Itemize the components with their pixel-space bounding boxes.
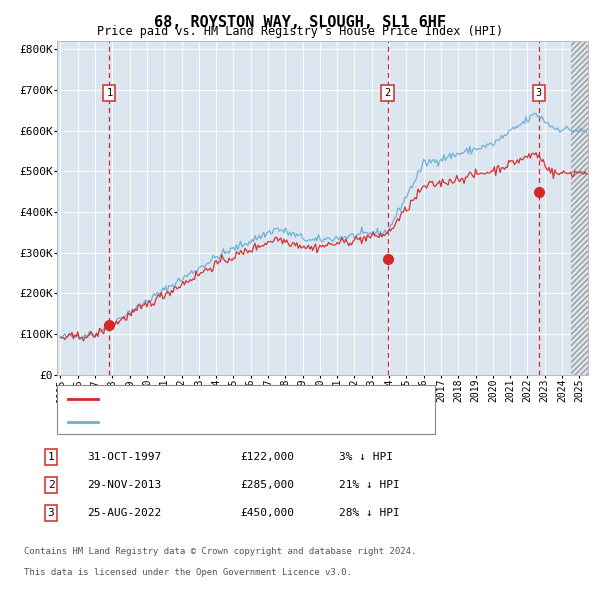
Text: £450,000: £450,000 <box>240 508 294 517</box>
Text: This data is licensed under the Open Government Licence v3.0.: This data is licensed under the Open Gov… <box>24 568 352 577</box>
Text: Price paid vs. HM Land Registry's House Price Index (HPI): Price paid vs. HM Land Registry's House … <box>97 25 503 38</box>
Text: 68, ROYSTON WAY, SLOUGH, SL1 6HF: 68, ROYSTON WAY, SLOUGH, SL1 6HF <box>154 15 446 30</box>
Text: 29-NOV-2013: 29-NOV-2013 <box>87 480 161 490</box>
Text: 1: 1 <box>47 453 55 462</box>
Text: 2: 2 <box>47 480 55 490</box>
Text: 3: 3 <box>47 508 55 517</box>
Text: 1: 1 <box>106 88 113 98</box>
Text: 25-AUG-2022: 25-AUG-2022 <box>87 508 161 517</box>
Text: 28% ↓ HPI: 28% ↓ HPI <box>339 508 400 517</box>
Text: £285,000: £285,000 <box>240 480 294 490</box>
Text: 3: 3 <box>536 88 542 98</box>
Text: 21% ↓ HPI: 21% ↓ HPI <box>339 480 400 490</box>
Text: Contains HM Land Registry data © Crown copyright and database right 2024.: Contains HM Land Registry data © Crown c… <box>24 548 416 556</box>
Text: £122,000: £122,000 <box>240 453 294 462</box>
Text: 2: 2 <box>385 88 391 98</box>
Bar <box>571 41 588 375</box>
Text: 3% ↓ HPI: 3% ↓ HPI <box>339 453 393 462</box>
Text: 68, ROYSTON WAY, SLOUGH, SL1 6HF (detached house): 68, ROYSTON WAY, SLOUGH, SL1 6HF (detach… <box>104 394 410 404</box>
Text: 31-OCT-1997: 31-OCT-1997 <box>87 453 161 462</box>
Text: HPI: Average price, detached house, Slough: HPI: Average price, detached house, Slou… <box>104 417 366 427</box>
